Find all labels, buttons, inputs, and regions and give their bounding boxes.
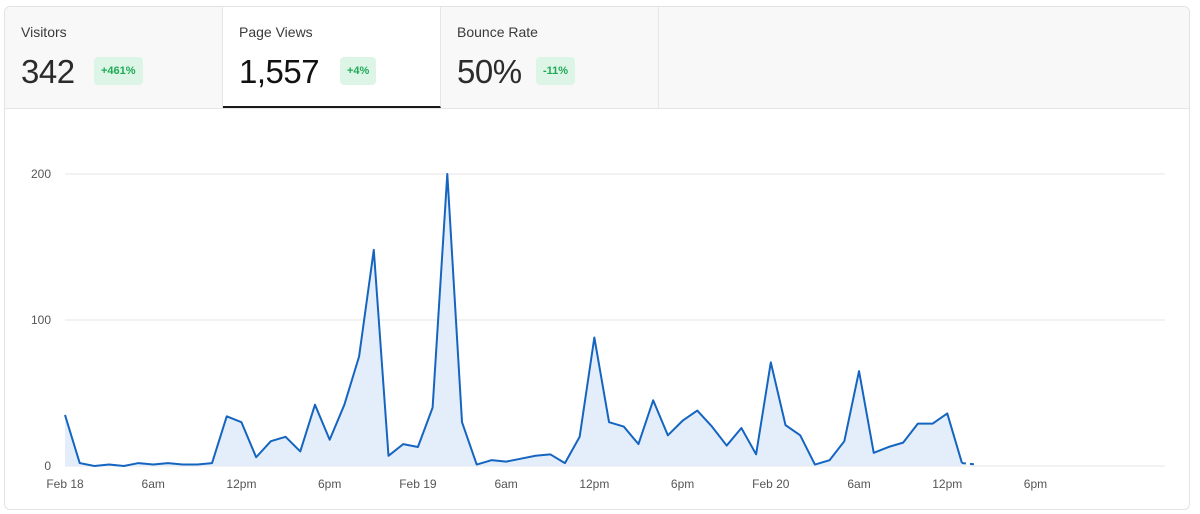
data-point — [254, 455, 258, 459]
tab-visitors[interactable]: Visitors 342 +461% — [5, 7, 223, 108]
data-point — [313, 403, 317, 407]
data-point — [813, 463, 817, 467]
analytics-card: Visitors 342 +461% Page Views 1,557 +4% … — [4, 6, 1190, 510]
data-point — [960, 461, 964, 465]
data-point — [357, 355, 361, 359]
data-point — [592, 336, 596, 340]
data-point — [107, 463, 111, 467]
metric-tabs: Visitors 342 +461% Page Views 1,557 +4% … — [5, 7, 1189, 109]
tab-page-views[interactable]: Page Views 1,557 +4% — [223, 7, 441, 108]
data-point — [342, 403, 346, 407]
data-point — [695, 409, 699, 413]
data-point — [769, 360, 773, 364]
data-point — [386, 454, 390, 458]
data-point — [534, 454, 538, 458]
data-point — [92, 464, 96, 468]
data-point — [475, 463, 479, 467]
data-point — [210, 461, 214, 465]
data-point — [63, 413, 67, 417]
data-point — [578, 435, 582, 439]
x-tick-label: Feb 19 — [399, 477, 437, 491]
data-point — [636, 442, 640, 446]
data-point — [931, 422, 935, 426]
page-views-chart: 0 100 200 Feb 18 6am 12pm 6pm Feb 19 6am 12pm 6pm F… — [31, 167, 1165, 491]
data-point — [886, 445, 890, 449]
data-point — [828, 458, 832, 462]
data-point — [181, 463, 185, 467]
x-tick-label: 6am — [847, 477, 870, 491]
data-point — [607, 420, 611, 424]
data-point — [239, 420, 243, 424]
tab-page-views-value: 1,557 — [239, 53, 320, 90]
tab-visitors-value: 342 — [21, 53, 75, 90]
x-tick-label: 6am — [142, 477, 165, 491]
series-projected-line — [961, 462, 977, 466]
tab-bounce-rate-label: Bounce Rate — [457, 24, 538, 40]
data-point — [298, 449, 302, 453]
data-point — [901, 441, 905, 445]
data-point — [489, 458, 493, 462]
data-point — [372, 248, 376, 252]
y-tick-label: 200 — [31, 167, 51, 181]
data-point — [798, 433, 802, 437]
x-tick-label: 6pm — [671, 477, 694, 491]
x-tick-label: 6pm — [1024, 477, 1047, 491]
data-point — [710, 425, 714, 429]
data-point — [431, 406, 435, 410]
data-point — [328, 438, 332, 442]
data-point — [739, 426, 743, 430]
x-tick-label: Feb 20 — [752, 477, 790, 491]
data-point — [504, 460, 508, 464]
y-tick-label: 100 — [31, 313, 51, 327]
tab-page-views-change-badge: +4% — [340, 57, 377, 85]
data-point — [681, 419, 685, 423]
tab-page-views-label: Page Views — [239, 24, 313, 40]
data-point — [857, 369, 861, 373]
tab-bounce-rate-value: 50% — [457, 53, 522, 90]
data-point — [166, 461, 170, 465]
data-point — [460, 420, 464, 424]
data-point — [284, 435, 288, 439]
data-point — [548, 452, 552, 456]
data-point — [842, 439, 846, 443]
data-point — [784, 423, 788, 427]
chart-area: 0 100 200 Feb 18 6am 12pm 6pm Feb 19 6am 12pm 6pm F… — [5, 109, 1189, 509]
data-point — [445, 172, 449, 176]
data-point — [137, 461, 141, 465]
tab-bounce-rate-change-badge: -11% — [536, 57, 576, 85]
y-tick-label: 0 — [44, 459, 51, 473]
tab-visitors-change-badge: +461% — [94, 57, 143, 85]
data-point — [519, 457, 523, 461]
data-point — [416, 445, 420, 449]
data-point — [269, 439, 273, 443]
tab-bounce-rate[interactable]: Bounce Rate 50% -11% — [441, 7, 659, 108]
data-point — [754, 452, 758, 456]
x-tick-label: Feb 18 — [46, 477, 84, 491]
x-tick-label: 6am — [494, 477, 517, 491]
data-point — [622, 425, 626, 429]
data-point — [916, 422, 920, 426]
data-point — [195, 463, 199, 467]
data-point — [225, 414, 229, 418]
data-point — [401, 442, 405, 446]
series-line — [64, 173, 963, 467]
data-point — [666, 433, 670, 437]
data-point — [872, 451, 876, 455]
x-tick-label: 12pm — [226, 477, 256, 491]
x-tick-label: 6pm — [318, 477, 341, 491]
data-point — [151, 463, 155, 467]
data-point — [78, 461, 82, 465]
data-point — [122, 464, 126, 468]
x-tick-label: 12pm — [932, 477, 962, 491]
data-point — [945, 411, 949, 415]
data-point — [563, 461, 567, 465]
x-tick-label: 12pm — [579, 477, 609, 491]
data-point — [651, 398, 655, 402]
data-point — [725, 444, 729, 448]
tab-visitors-label: Visitors — [21, 24, 67, 40]
